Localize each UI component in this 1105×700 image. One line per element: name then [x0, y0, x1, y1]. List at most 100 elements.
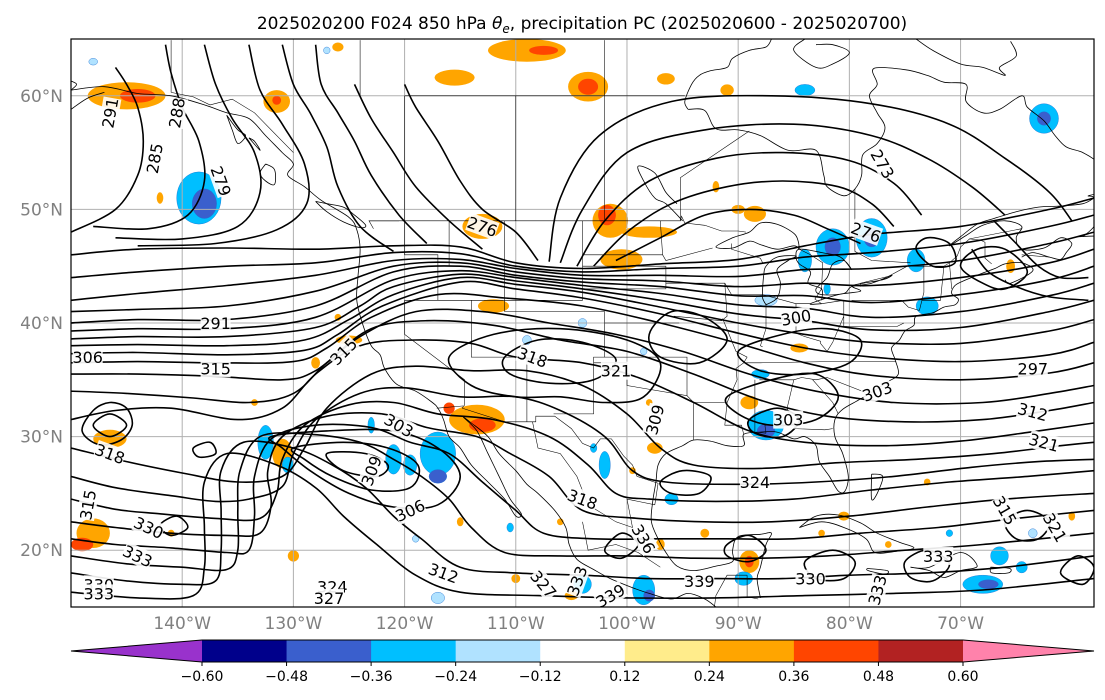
theta-e-contour — [648, 309, 728, 365]
contour-label: 333 — [83, 584, 114, 603]
precip-blob — [794, 84, 816, 97]
lon-tick-label: 80°W — [826, 614, 873, 634]
border-line — [795, 300, 845, 352]
precip-blob — [456, 517, 464, 527]
theta-e-contour — [71, 214, 1094, 279]
contour-label-bg — [1015, 399, 1050, 425]
contour-label-bg — [848, 218, 884, 246]
border-line — [759, 377, 866, 393]
contour-label-bg — [392, 495, 428, 525]
coastline — [910, 552, 978, 578]
theta-e-contour — [71, 452, 1094, 600]
theta-e-contour — [268, 428, 461, 510]
coastline — [915, 39, 1017, 76]
border-line — [812, 379, 839, 415]
lon-tick-label: 110°W — [487, 614, 545, 634]
contour-label: 288 — [165, 96, 189, 129]
border-line — [762, 294, 811, 304]
border-line — [760, 303, 767, 348]
border-line — [404, 266, 583, 301]
colorbar-segment — [878, 640, 964, 662]
precip-blob — [1037, 111, 1051, 126]
colorbar-tick-label: 0.12 — [609, 669, 640, 685]
border-line — [436, 405, 659, 484]
lat-tick-label: 50°N — [20, 200, 63, 220]
theta-e-contour — [1059, 555, 1094, 586]
precip-blob — [428, 469, 447, 484]
lon-tick-label: 70°W — [937, 614, 984, 634]
contour-label-bg — [314, 588, 344, 607]
precip-blob — [367, 417, 375, 434]
border-line — [919, 266, 925, 311]
border-line — [171, 92, 294, 153]
border-line — [471, 300, 528, 422]
contour-label-text: 303 — [773, 411, 804, 430]
precip-blob — [443, 402, 455, 414]
border-line — [969, 228, 1022, 240]
colorbar-tick-label: −0.36 — [350, 669, 393, 685]
title-suffix: , precipitation PC (2025020600 - 2025020… — [510, 14, 907, 34]
contour-label-bg — [867, 146, 898, 182]
contour-label-bg — [515, 343, 550, 371]
contour-label-bg — [92, 440, 128, 468]
coastline — [684, 39, 772, 110]
theta-e-contour — [71, 308, 1094, 405]
coastline — [688, 67, 1094, 197]
contour-label-bg — [165, 96, 189, 130]
precip-blob — [477, 299, 510, 313]
theta-e-contour — [71, 276, 1094, 347]
contour-label-bg — [600, 361, 631, 380]
precip-blob — [469, 418, 496, 433]
theta-e-contour — [281, 44, 394, 253]
colorbar-segment — [624, 640, 710, 662]
theta-e-contour — [71, 400, 1094, 522]
contour-label-bg — [1027, 429, 1061, 455]
theta-e-contour — [71, 248, 1094, 313]
contour-label-bg — [357, 453, 385, 488]
contour-label-bg — [142, 141, 166, 175]
coastline — [248, 137, 261, 151]
contour-label: 300 — [779, 306, 812, 330]
map-title: 2025020200 F024 850 hPa θe, precipitatio… — [257, 14, 907, 36]
contour-label-bg — [592, 580, 628, 607]
contour-label-text: 327 — [314, 589, 345, 608]
border-line — [799, 248, 823, 304]
theta-e-contour — [71, 66, 145, 233]
contour-label-bg — [1039, 510, 1071, 545]
contour-label-bg — [83, 584, 114, 603]
contour-label: 333 — [865, 573, 891, 607]
contour-label-bg — [565, 485, 600, 513]
precip-blob — [1015, 561, 1028, 574]
contour-label: 324 — [740, 473, 770, 492]
precip-blob — [945, 529, 953, 537]
colorbar-segment — [709, 640, 795, 662]
contour-label: 333 — [923, 546, 954, 566]
contour-label-bg — [381, 409, 417, 441]
contour-label: 291 — [200, 314, 231, 333]
contour-label-text: 321 — [601, 362, 632, 381]
border-line — [851, 300, 920, 311]
theta-e-contour — [71, 269, 1094, 332]
theta-e-contour — [71, 265, 1094, 324]
coastline — [4, 548, 15, 562]
contour-label: 306 — [72, 348, 103, 367]
precip-blob — [647, 442, 663, 454]
theta-e-contours — [71, 44, 1094, 600]
lat-tick-label: 30°N — [20, 428, 63, 448]
lat-tick-label: 60°N — [20, 87, 63, 107]
lon-tick-label: 100°W — [598, 614, 656, 634]
precip-blob — [323, 46, 331, 55]
precip-blob — [578, 78, 599, 95]
contour-label-bg — [426, 559, 461, 587]
precip-blob — [740, 395, 759, 410]
border-line — [714, 574, 748, 607]
theta-e-contour — [447, 327, 662, 404]
contour-label-bg — [773, 410, 804, 429]
contour-label-text: 330 — [795, 570, 826, 589]
theta-e-contour — [71, 319, 1094, 423]
precip-blob — [506, 522, 514, 533]
contour-label: 285 — [143, 142, 167, 175]
theta-e-contour — [115, 44, 262, 241]
colorbar-extend-low — [71, 640, 202, 662]
